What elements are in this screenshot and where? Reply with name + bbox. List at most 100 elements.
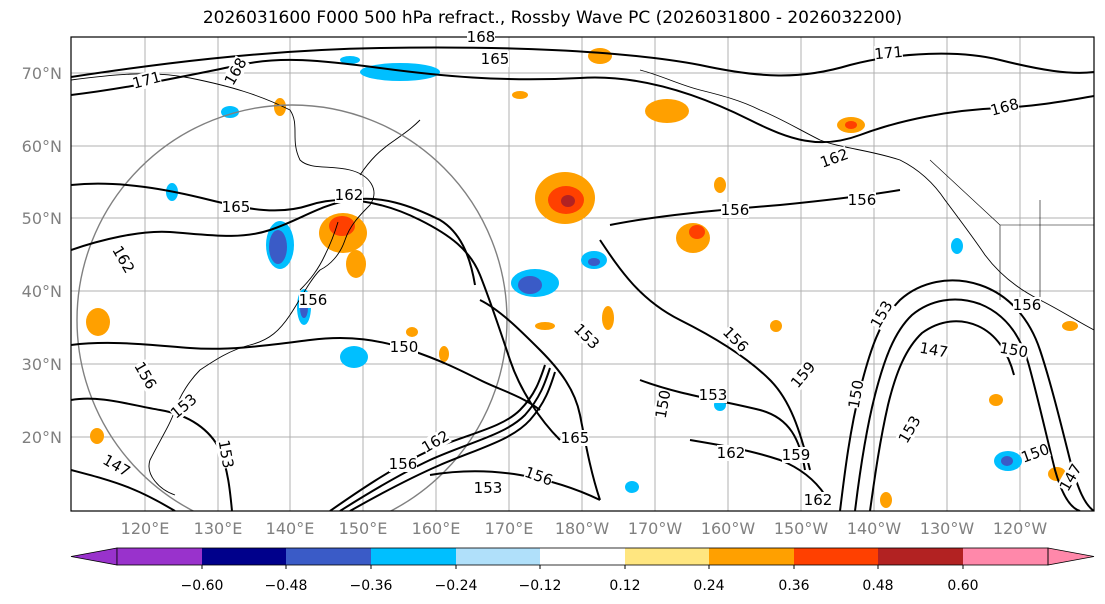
contour-label-halo [167, 391, 200, 422]
longitude-label: 170°E [485, 519, 534, 538]
projection-circle [76, 104, 508, 511]
anomaly-shading [86, 48, 1078, 508]
colorbar-tick-label: 0.36 [778, 578, 809, 594]
contour-label-halo [848, 192, 876, 208]
contour-label-halo [481, 51, 509, 67]
japan-coast [299, 221, 339, 291]
latitude-label: 50°N [22, 209, 62, 228]
colorbar-tick-label: 0.24 [693, 578, 724, 594]
contour-label-halo [467, 29, 495, 45]
contour-156-south [429, 470, 601, 501]
contour-label: 162 [717, 444, 746, 462]
contour-label-halo [867, 298, 896, 331]
contour-label: 168 [467, 28, 496, 46]
latitude-label: 60°N [22, 137, 62, 156]
contour-label-halo [419, 427, 452, 456]
contour-label-halo [788, 358, 819, 391]
contour-label: 162 [335, 186, 364, 204]
longitude-labels: 120°E 130°E 140°E 150°E 160°E 170°E 180°W 170°W… [121, 519, 1048, 538]
plot-title: 2026031600 F000 500 hPa refract., Rossby… [202, 8, 903, 28]
colorbar-tick-label: −0.12 [519, 578, 562, 594]
contour-label-halo [109, 243, 138, 276]
latitude-label: 40°N [22, 282, 62, 301]
positive-patch [837, 117, 865, 133]
colorbar-outline [116, 547, 1049, 566]
longitude-label: 180°W [555, 519, 610, 538]
contour-label: 147 [918, 339, 949, 362]
contour-label-halo [299, 292, 327, 308]
contour-label: 150 [998, 339, 1029, 362]
contour-162 [71, 197, 476, 286]
contour-label: 153 [474, 479, 503, 497]
contour-jet-stack-2 [339, 367, 551, 511]
colorbar-extend-min [70, 547, 118, 566]
contour-label-halo [989, 95, 1021, 119]
colorbar-segment [202, 548, 286, 565]
contour-159-central [639, 379, 806, 471]
colorbar-segment [794, 548, 878, 565]
canada-border [929, 159, 1094, 300]
longitude-label: 160°E [412, 519, 461, 538]
colorbar-segment [540, 548, 625, 565]
contour-label-halo [719, 323, 752, 356]
colorbar-segment [286, 548, 371, 565]
contour-label-halo [652, 388, 674, 420]
contour-label-halo [522, 463, 555, 489]
negative-patch [266, 221, 294, 269]
latitude-labels: 70°N 60°N 50°N 40°N 30°N 20°N [22, 64, 62, 447]
contour-label: 156 [1013, 296, 1042, 314]
colorbar-segment [709, 548, 794, 565]
contour-label: 156 [389, 455, 418, 473]
colorbar-tick-label: −0.36 [350, 578, 393, 594]
colorbar-tick-label: −0.24 [435, 578, 478, 594]
contour-label-halo [335, 187, 363, 203]
longitude-label: 160°W [701, 519, 756, 538]
colorbar-segment [371, 548, 456, 565]
contour-label: 153 [699, 386, 728, 404]
contour-label: 156 [721, 201, 750, 219]
colorbar-tick-label: −0.48 [265, 578, 308, 594]
contour-label: 165 [561, 429, 590, 447]
contour-label: 153 [215, 438, 238, 469]
contour-label-halo [100, 451, 133, 480]
contour-label: 156 [848, 191, 877, 209]
contour-label-halo [918, 339, 950, 361]
contour-label: 150 [390, 338, 419, 356]
contour-165 [71, 182, 561, 441]
longitude-label: 130°E [194, 519, 243, 538]
contour-label-halo [390, 339, 418, 355]
contour-162-south [689, 439, 826, 496]
contour-label-halo [570, 320, 603, 353]
longitude-label: 140°E [266, 519, 315, 538]
contour-label-halo [221, 55, 250, 88]
contour-label-halo [818, 145, 851, 171]
colorbar-segment [878, 548, 963, 565]
contour-label-halo [998, 339, 1030, 361]
contour-label-halo [1056, 461, 1085, 494]
longitude-label: 170°W [628, 519, 683, 538]
contour-label-halo [561, 430, 589, 446]
negative-patch [511, 251, 607, 297]
map-frame [70, 36, 1095, 512]
positive-patch [86, 91, 1078, 508]
contour-label: 150 [845, 378, 868, 409]
contour-label-halo [222, 199, 250, 215]
contour-label-halo [1019, 440, 1052, 466]
latitude-label: 70°N [22, 64, 62, 83]
colorbar-segment [963, 548, 1048, 565]
colorbar-extend-max [1047, 547, 1095, 566]
contour-label-halo [699, 387, 727, 403]
colorbar-segment [625, 548, 709, 565]
contour-label: 165 [481, 50, 510, 68]
contour-label-halo [131, 359, 160, 392]
colorbar: −0.60 −0.48 −0.36 −0.24 −0.12 0.12 0.24 0.36 0.4… [70, 547, 1095, 594]
longitude-label: 120°E [121, 519, 170, 538]
contour-label-halo [717, 445, 745, 461]
contour-label-halo [131, 68, 163, 92]
contour-label-halo [215, 438, 237, 470]
contour-153-west [71, 397, 233, 511]
contour-171-north [71, 46, 1094, 78]
longitude-label: 150°E [339, 519, 388, 538]
colorbar-tick-label: 0.12 [609, 578, 640, 594]
